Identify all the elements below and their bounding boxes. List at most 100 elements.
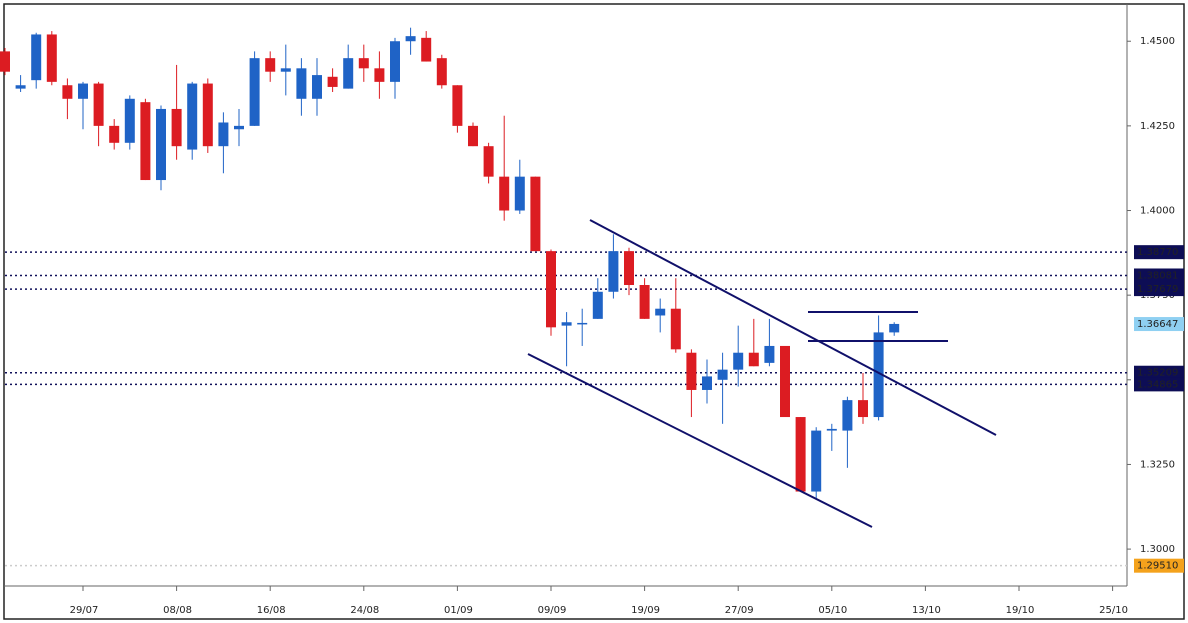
candle (140, 98, 151, 181)
level-label: 1.35209 (1137, 368, 1178, 379)
candle (343, 44, 354, 89)
body (62, 85, 73, 99)
body (405, 36, 416, 42)
candle (15, 75, 26, 93)
body (93, 83, 104, 126)
candle (780, 345, 790, 418)
body (296, 68, 307, 99)
candle (171, 64, 182, 160)
body (0, 51, 10, 72)
candle (62, 78, 73, 120)
candle (124, 95, 135, 150)
trendline (527, 353, 873, 528)
body (358, 58, 369, 69)
level-label: 1.29510 (1137, 561, 1178, 572)
candle (608, 234, 619, 299)
candle (296, 58, 307, 116)
candle (483, 142, 494, 184)
body (31, 34, 42, 81)
candle (468, 122, 478, 147)
body (826, 428, 837, 431)
level-box (1134, 365, 1184, 380)
body (390, 41, 400, 82)
candle (561, 312, 572, 367)
body (655, 308, 666, 316)
body (171, 108, 182, 147)
y-tick-label: 1.4000 (1140, 206, 1175, 217)
body (468, 125, 478, 147)
body (592, 291, 603, 319)
x-tick-label: 24/08 (350, 605, 379, 616)
body (15, 85, 26, 89)
candle (795, 417, 806, 492)
candle (514, 159, 525, 214)
body (421, 37, 432, 62)
x-tick-label: 16/08 (257, 605, 286, 616)
candle (624, 247, 634, 296)
y-tick-label: 1.4250 (1140, 121, 1175, 132)
candle (702, 359, 712, 404)
candle (187, 81, 198, 160)
candle (405, 27, 416, 55)
candle (655, 298, 666, 333)
candle (31, 32, 42, 89)
body (624, 251, 634, 286)
body (249, 58, 260, 126)
body (811, 430, 822, 492)
body (234, 125, 244, 130)
y-tick-label: 1.3000 (1140, 544, 1175, 555)
body (109, 125, 120, 143)
level-box (1134, 558, 1184, 573)
candle (858, 373, 868, 424)
drawings (527, 219, 997, 528)
body (46, 34, 57, 82)
body (452, 85, 463, 126)
frame (3, 3, 1185, 620)
candle (670, 278, 681, 353)
candle (202, 78, 213, 153)
candle (93, 81, 104, 147)
body (733, 352, 744, 370)
x-tick-label: 25/10 (1099, 605, 1128, 616)
candle (592, 278, 603, 319)
candle (889, 322, 900, 336)
candle (0, 47, 10, 76)
y-tick-label: 1.3250 (1140, 459, 1175, 470)
level-label: 1.38770 (1137, 247, 1178, 258)
body (670, 308, 681, 350)
x-tick-label: 27/09 (725, 605, 754, 616)
candle (577, 308, 588, 346)
level-box (1134, 245, 1184, 260)
candle (546, 249, 556, 336)
body (530, 176, 541, 252)
body (343, 58, 354, 89)
body (280, 68, 291, 72)
body (858, 400, 868, 418)
body (873, 332, 884, 418)
candle (499, 115, 510, 221)
body (499, 176, 510, 211)
body (795, 417, 806, 492)
candle (873, 315, 884, 421)
candle (826, 423, 837, 451)
candle (312, 58, 322, 116)
body (546, 251, 556, 328)
x-tick-label: 05/10 (818, 605, 847, 616)
body (374, 68, 385, 82)
axis-labels: 1.30001.32501.35001.37501.40001.42501.45… (70, 36, 1184, 616)
body (312, 75, 322, 99)
body (140, 102, 151, 181)
candle (218, 112, 229, 174)
body (78, 83, 88, 99)
x-tick-label: 08/08 (163, 605, 192, 616)
level-box (1134, 377, 1184, 392)
body (218, 122, 229, 147)
candle (733, 325, 744, 387)
body (842, 400, 853, 431)
body (764, 345, 775, 363)
body (608, 251, 619, 292)
candle (530, 176, 541, 252)
candle (686, 349, 697, 418)
candle (234, 108, 244, 147)
